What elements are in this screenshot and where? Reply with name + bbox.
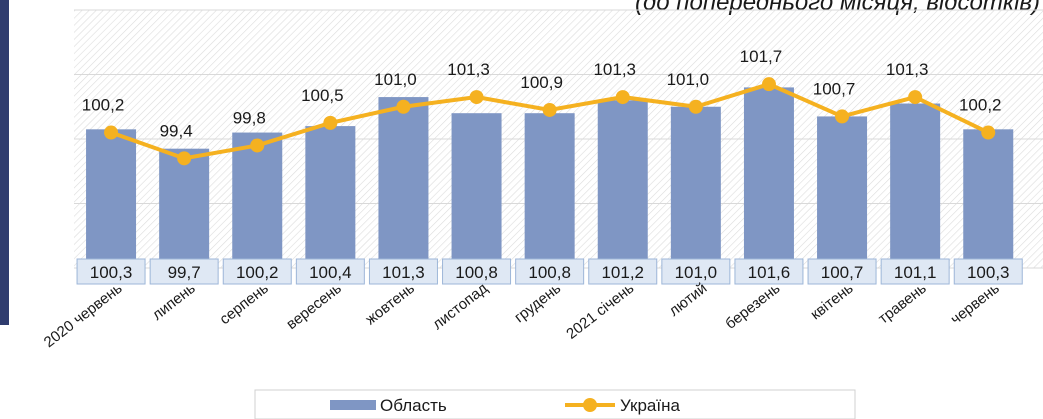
data-label-box	[734, 258, 804, 285]
data-label: 101,0	[675, 263, 718, 282]
line-marker	[250, 138, 265, 153]
x-tick-label: 2021 січень	[563, 280, 637, 343]
data-label: 100,8	[528, 263, 571, 282]
data-label: 101,2	[601, 263, 644, 282]
x-tick-label: вересень	[283, 280, 345, 333]
data-label-box	[442, 258, 512, 285]
data-label: 101,6	[748, 263, 791, 282]
data-label-box	[880, 258, 950, 285]
data-label-box	[953, 258, 1023, 285]
data-label-box	[515, 258, 585, 285]
bar	[743, 87, 794, 269]
line-marker	[542, 102, 557, 117]
x-tick-label: серпень	[217, 280, 272, 328]
bar	[817, 116, 868, 268]
line-marker	[469, 90, 484, 105]
data-label: 101,7	[740, 47, 783, 66]
data-label: 101,0	[374, 70, 417, 89]
bar	[963, 129, 1014, 268]
x-tick-label: березень	[722, 280, 783, 333]
data-label-box	[149, 258, 219, 285]
line-marker	[177, 151, 192, 166]
side-bar	[0, 0, 9, 325]
data-label: 99,8	[233, 108, 266, 127]
legend-label: Область	[380, 396, 447, 415]
data-label: 100,4	[309, 263, 352, 282]
data-label: 99,4	[160, 121, 193, 140]
data-label-box	[661, 258, 731, 285]
data-label-box	[368, 258, 438, 285]
data-label: 100,7	[813, 79, 856, 98]
line-marker	[615, 90, 630, 105]
data-label: 100,2	[236, 263, 279, 282]
line-marker	[688, 99, 703, 114]
x-tick-label: квітень	[807, 280, 856, 324]
subtitle: (до попереднього місяця, відсотків)	[635, 0, 1040, 16]
line-marker	[323, 115, 338, 130]
x-tick-label: грудень	[511, 280, 564, 327]
data-label: 100,7	[821, 263, 864, 282]
data-label: 100,8	[455, 263, 498, 282]
line-marker	[835, 109, 850, 124]
x-tick-label: травень	[875, 280, 930, 328]
bar	[159, 148, 210, 268]
data-label-box	[76, 258, 146, 285]
data-label: 100,5	[301, 86, 344, 105]
data-label: 101,0	[667, 70, 710, 89]
data-label: 100,3	[967, 263, 1010, 282]
data-label: 101,3	[593, 60, 636, 79]
x-tick-label: липень	[149, 280, 199, 324]
bar	[890, 103, 941, 269]
bar	[378, 97, 429, 268]
legend-marker	[583, 398, 597, 412]
bar	[597, 100, 648, 268]
bar	[451, 113, 502, 268]
data-label: 101,3	[382, 263, 425, 282]
line-marker	[104, 125, 119, 140]
bar	[232, 132, 283, 268]
data-label: 101,1	[894, 263, 937, 282]
x-tick-label: червень	[948, 280, 1003, 328]
data-label-box	[807, 258, 877, 285]
legend-swatch	[330, 400, 376, 410]
bar	[524, 113, 575, 268]
x-tick-label: листопад	[429, 280, 491, 334]
data-label: 100,3	[90, 263, 133, 282]
data-label: 100,2	[82, 96, 125, 115]
data-label: 101,3	[447, 60, 490, 79]
line-marker	[981, 125, 996, 140]
data-label-box	[588, 258, 658, 285]
x-tick-label: жовтень	[362, 280, 418, 329]
bar	[305, 126, 356, 268]
line-marker	[396, 99, 411, 114]
line-marker	[761, 77, 776, 92]
x-tick-label: лютий	[666, 280, 711, 320]
data-label-box	[295, 258, 365, 285]
data-label: 100,9	[520, 73, 563, 92]
data-label-box	[222, 258, 292, 285]
bar	[86, 129, 137, 268]
x-tick-label: 2020 червень	[41, 280, 126, 352]
data-label: 101,3	[886, 60, 929, 79]
bar	[670, 106, 721, 268]
legend-label: Україна	[620, 396, 680, 415]
data-label: 99,7	[168, 263, 201, 282]
line-marker	[908, 90, 923, 105]
data-label: 100,2	[959, 96, 1002, 115]
